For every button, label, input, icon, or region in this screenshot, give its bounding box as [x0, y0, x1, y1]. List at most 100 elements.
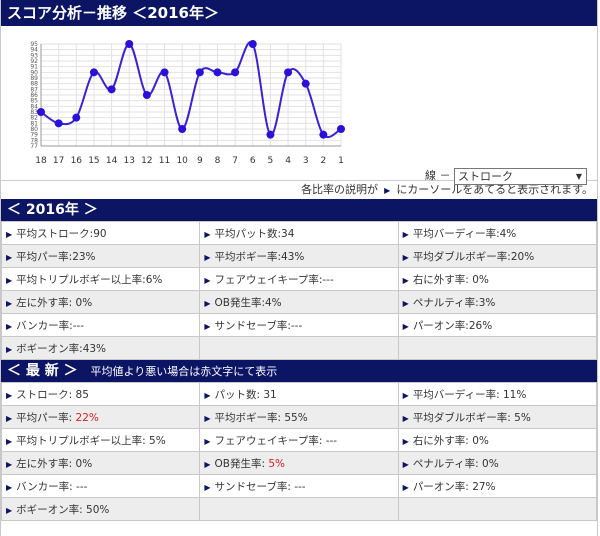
stat-cell[interactable]: ▶ OB発生率:4%: [199, 290, 399, 314]
stats-row: ▶ ボギーオン率: 50%: [0, 497, 598, 521]
stat-label: パット数: 31: [214, 388, 277, 401]
stats-row: ▶ 平均トリプルボギー以上率: 5% ▶ フェアウェイキープ率: --- ▶ 右に外す率:…: [0, 428, 598, 452]
y-tick-label: 78: [30, 137, 38, 144]
stat-cell[interactable]: ▶ 平均トリプルボギー以上率:6%: [0, 267, 201, 291]
stat-label: サンドセーブ率:---: [214, 319, 303, 332]
x-tick-label: 3: [303, 156, 309, 166]
empty-cell: [199, 336, 399, 360]
triangle-right-icon: ▶: [6, 482, 13, 492]
stat-cell[interactable]: ▶ パット数: 31: [199, 382, 399, 406]
stat-cell[interactable]: ▶ 左に外す率: 0%: [0, 451, 201, 475]
stat-cell[interactable]: ▶ 平均バーディー率:4%: [397, 221, 598, 245]
stat-cell[interactable]: ▶ 右に外す率: 0%: [397, 267, 598, 291]
x-tick-label: 1: [338, 156, 344, 166]
stat-label: 平均ストローク:90: [16, 227, 107, 240]
stats-row: ▶ 左に外す率: 0% ▶ OB発生率:4% ▶ ペナルティ率:3%: [0, 290, 598, 314]
stat-label: ボギーオン率:43%: [16, 342, 107, 355]
stat-cell[interactable]: ▶ フェアウェイキープ率: ---: [199, 428, 399, 452]
stat-label: 平均ダブルボギー率:20%: [412, 250, 535, 263]
section-latest-title: ＜ 最 新 ＞: [7, 363, 78, 379]
triangle-right-icon: ▶: [6, 252, 13, 262]
x-tick-label: 8: [215, 156, 221, 166]
triangle-right-icon: ▶: [402, 252, 409, 262]
triangle-right-icon: ▶: [6, 229, 13, 239]
empty-cell: [199, 497, 399, 521]
stat-cell[interactable]: ▶ バンカー率: ---: [0, 474, 201, 498]
stat-label: 左に外す率: 0%: [16, 296, 93, 309]
stat-label: 平均ボギー率:43%: [214, 250, 305, 263]
stat-cell[interactable]: ▶ OB発生率: 5%: [199, 451, 399, 475]
triangle-right-icon: ▶: [402, 413, 409, 423]
stat-cell[interactable]: ▶ 平均ボギー率: 55%: [199, 405, 399, 429]
triangle-right-icon: ▶: [6, 275, 13, 285]
triangle-right-icon: ▶: [381, 186, 393, 195]
triangle-right-icon: ▶: [204, 229, 211, 239]
y-tick-label: 88: [30, 81, 38, 88]
x-tick-label: 6: [250, 156, 256, 166]
data-point: [178, 125, 187, 133]
stat-cell[interactable]: ▶ フェアウェイキープ率:---: [199, 267, 399, 291]
stat-label: フェアウェイキープ率:---: [214, 273, 334, 286]
y-tick-label: 87: [30, 86, 38, 93]
triangle-right-icon: ▶: [402, 298, 409, 308]
data-point: [37, 108, 45, 116]
stat-cell[interactable]: ▶ 平均ストローク:90: [0, 221, 201, 245]
stat-label: ペナルティ率:3%: [412, 296, 496, 309]
y-tick-label: 81: [30, 120, 38, 127]
stats-row: ▶ バンカー率: --- ▶ サンドセーブ率: --- ▶ パーオン率: 27%: [0, 474, 598, 498]
stat-label: サンドセーブ率: ---: [214, 480, 306, 493]
stat-cell[interactable]: ▶ ボギーオン率: 50%: [0, 497, 201, 521]
x-tick-label: 5: [268, 156, 274, 166]
line-select-value: ストローク: [458, 169, 513, 183]
stat-cell[interactable]: ▶ ストローク: 85: [0, 382, 201, 406]
x-tick-label: 15: [88, 156, 99, 166]
y-tick-label: 86: [30, 92, 38, 99]
data-point: [54, 119, 63, 128]
triangle-right-icon: ▶: [204, 390, 211, 400]
data-point: [213, 68, 222, 77]
stats-row: ▶ ボギーオン率:43%: [0, 336, 598, 360]
data-point: [195, 68, 204, 77]
stat-cell[interactable]: ▶ 平均トリプルボギー以上率: 5%: [0, 428, 201, 452]
stat-label: 平均ボギー率: 55%: [214, 411, 308, 424]
triangle-right-icon: ▶: [402, 275, 409, 285]
triangle-right-icon: ▶: [204, 482, 211, 492]
y-tick-label: 80: [30, 126, 38, 133]
stat-cell[interactable]: ▶ 平均パー率: 22%: [0, 405, 201, 429]
stat-cell[interactable]: ▶ ペナルティ率:3%: [397, 290, 598, 314]
y-tick-label: 83: [30, 109, 38, 116]
stat-label: ペナルティ率: 0%: [412, 457, 499, 470]
x-tick-label: 12: [141, 156, 152, 166]
stat-cell[interactable]: ▶ 右に外す率: 0%: [397, 428, 598, 452]
stat-cell[interactable]: ▶ 左に外す率: 0%: [0, 290, 201, 314]
stat-value-worse: 22%: [75, 411, 99, 424]
triangle-right-icon: ▶: [6, 344, 13, 354]
stat-cell[interactable]: ▶ パーオン率:26%: [397, 313, 598, 337]
triangle-right-icon: ▶: [204, 436, 211, 446]
stat-cell[interactable]: ▶ 平均ボギー率:43%: [199, 244, 399, 268]
y-tick-label: 77: [30, 143, 38, 150]
stat-cell[interactable]: ▶ 平均パット数:34: [199, 221, 399, 245]
stat-cell[interactable]: ▶ サンドセーブ率: ---: [199, 474, 399, 498]
data-point: [248, 40, 257, 48]
stat-cell[interactable]: ▶ バンカー率:---: [0, 313, 201, 337]
triangle-right-icon: ▶: [402, 482, 409, 492]
triangle-right-icon: ▶: [6, 413, 13, 423]
stat-cell[interactable]: ▶ ペナルティ率: 0%: [397, 451, 598, 475]
stat-label: 平均トリプルボギー以上率: 5%: [16, 434, 166, 447]
section-2016-header: ＜ 2016年 ＞: [1, 199, 597, 221]
y-tick-label: 90: [30, 69, 38, 76]
stat-cell[interactable]: ▶ 平均バーディー率: 11%: [397, 382, 598, 406]
x-tick-label: 13: [124, 156, 135, 166]
stat-cell[interactable]: ▶ パーオン率: 27%: [397, 474, 598, 498]
stat-cell[interactable]: ▶ サンドセーブ率:---: [199, 313, 399, 337]
data-point: [107, 85, 116, 94]
stat-cell[interactable]: ▶ 平均パー率:23%: [0, 244, 201, 268]
line-select[interactable]: ストローク ▼: [454, 167, 587, 185]
triangle-right-icon: ▶: [204, 321, 211, 331]
x-tick-label: 16: [71, 156, 83, 166]
stat-cell[interactable]: ▶ 平均ダブルボギー率:20%: [397, 244, 598, 268]
stat-cell[interactable]: ▶ ボギーオン率:43%: [0, 336, 201, 360]
stat-cell[interactable]: ▶ 平均ダブルボギー率: 5%: [397, 405, 598, 429]
